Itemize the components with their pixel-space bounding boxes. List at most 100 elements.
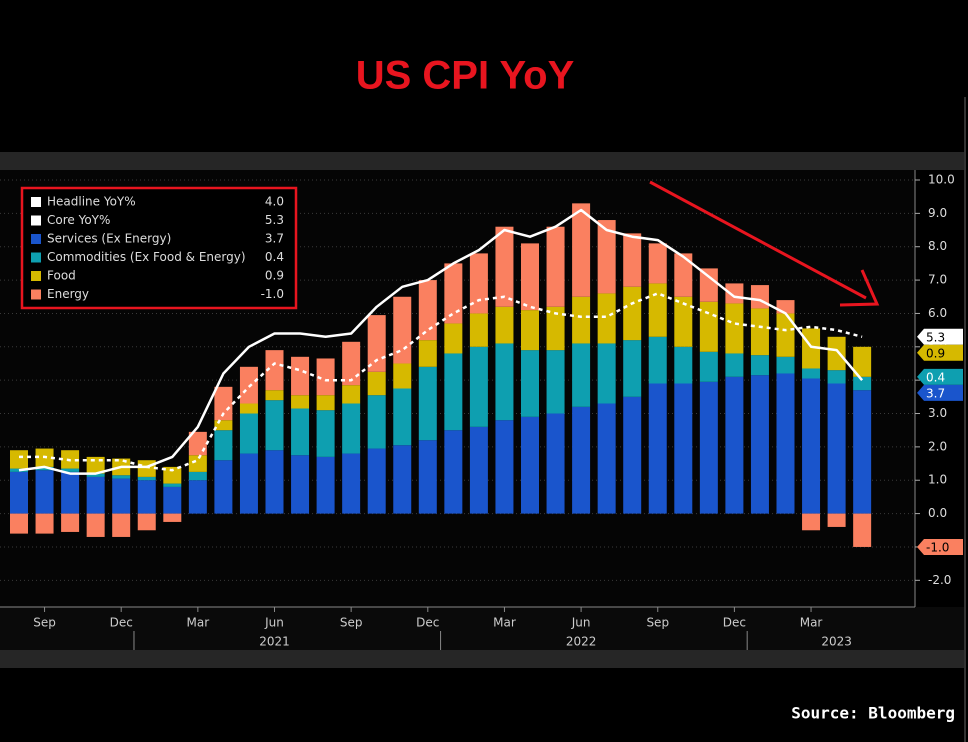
value-tag (917, 538, 963, 555)
bar-segment (393, 296, 412, 364)
legend-label: Core YoY% (47, 213, 110, 227)
bar-segment (699, 381, 718, 514)
bar-segment (316, 456, 335, 514)
legend-swatch (31, 271, 41, 281)
x-tick-label: Dec (110, 616, 133, 630)
bar-segment (853, 346, 872, 377)
y-tick-label: 9.0 (928, 206, 947, 220)
bar-segment (239, 413, 258, 454)
bar-segment (648, 243, 667, 284)
bar-segment (469, 426, 488, 514)
arrow-shaft (649, 180, 867, 300)
headline-line (18, 208, 864, 475)
bar-segment (648, 283, 667, 337)
bar-segment (469, 253, 488, 314)
legend-value: 5.3 (265, 213, 284, 227)
bar-segment (674, 296, 693, 347)
bar-segment (342, 341, 361, 386)
bar-segment (163, 513, 182, 522)
bar-segment (776, 373, 795, 514)
value-tag (917, 328, 963, 345)
bar-segment (597, 343, 616, 404)
bar-segment (699, 301, 718, 352)
bar-segment (444, 323, 463, 354)
bar-segment (316, 358, 335, 396)
bar-segment (61, 513, 80, 532)
legend-value: -1.0 (261, 287, 284, 301)
y-tick-label: 10.0 (928, 173, 955, 187)
bar-segment (469, 313, 488, 347)
bar-segment (572, 296, 591, 344)
bar-segment (112, 475, 131, 479)
x-tick-label: Dec (416, 616, 439, 630)
bar-segment (137, 476, 156, 481)
x-tick-label: Mar (187, 616, 210, 630)
bar-segment (418, 340, 437, 367)
bar-segment (674, 346, 693, 384)
bar-segment (853, 376, 872, 391)
bar-segment (750, 308, 769, 356)
bar-segment (776, 313, 795, 357)
x-tick-label: Mar (493, 616, 516, 630)
bar-segment (316, 395, 335, 411)
legend-box (20, 186, 298, 310)
value-tag-label: 5.3 (926, 330, 945, 344)
bar-segment (623, 396, 642, 514)
bar-segment (725, 283, 744, 304)
bar-segment (35, 466, 54, 471)
bar-segment (469, 346, 488, 427)
bar-segment (444, 263, 463, 324)
bar-segment (444, 353, 463, 431)
top-band (0, 152, 965, 170)
bar-segment (521, 416, 539, 514)
y-tick-label: -2.0 (928, 573, 951, 587)
bar-segment (342, 385, 361, 404)
bar-segment (827, 513, 846, 527)
year-label: 2022 (566, 635, 597, 649)
bar-segment (597, 220, 616, 294)
bar-segment (521, 243, 539, 311)
y-tick-label: 2.0 (928, 439, 947, 453)
legend-label: Services (Ex Energy) (47, 232, 171, 246)
bar-segment (674, 253, 693, 297)
bar-segment (546, 413, 565, 514)
bar-segment (214, 430, 233, 461)
bar-segment (495, 343, 514, 421)
bar-segment (623, 233, 642, 287)
bar-segment (750, 355, 769, 376)
bar-segment (725, 303, 744, 354)
bar-segment (393, 388, 412, 446)
bar-segment (367, 315, 386, 372)
bar-segment (188, 480, 207, 514)
bar-segment (418, 440, 437, 514)
y-tick-label: 8.0 (928, 239, 947, 253)
bar-segment (10, 450, 28, 469)
legend-label: Energy (47, 287, 89, 301)
chart-title: US CPI YoY (356, 54, 575, 98)
bar-segment (137, 513, 156, 531)
bar-segment (572, 343, 591, 407)
x-tick-label: Sep (33, 616, 56, 630)
bar-segment (572, 203, 591, 297)
bar-segment (853, 513, 872, 547)
bar-segment (188, 455, 207, 472)
legend-value: 0.4 (265, 250, 284, 264)
bar-segment (648, 336, 667, 384)
y-tick-label: 7.0 (928, 273, 947, 287)
bar-segment (214, 386, 233, 421)
bar-segment (342, 453, 361, 514)
axes: -2.0-1.00.01.02.03.04.05.06.07.08.09.010… (33, 173, 963, 650)
year-label: 2021 (259, 635, 290, 649)
bar-segment (418, 366, 437, 441)
bar-segment (393, 363, 412, 389)
value-tag (917, 384, 963, 401)
lines (18, 208, 864, 475)
source: Source: Bloomberg (791, 704, 955, 723)
year-label: 2023 (821, 635, 852, 649)
x-tick-label: Mar (800, 616, 823, 630)
value-tag-label: 0.4 (926, 370, 945, 384)
bar-segment (291, 455, 310, 514)
bar-segment (86, 513, 105, 537)
bar-segment (802, 378, 821, 514)
